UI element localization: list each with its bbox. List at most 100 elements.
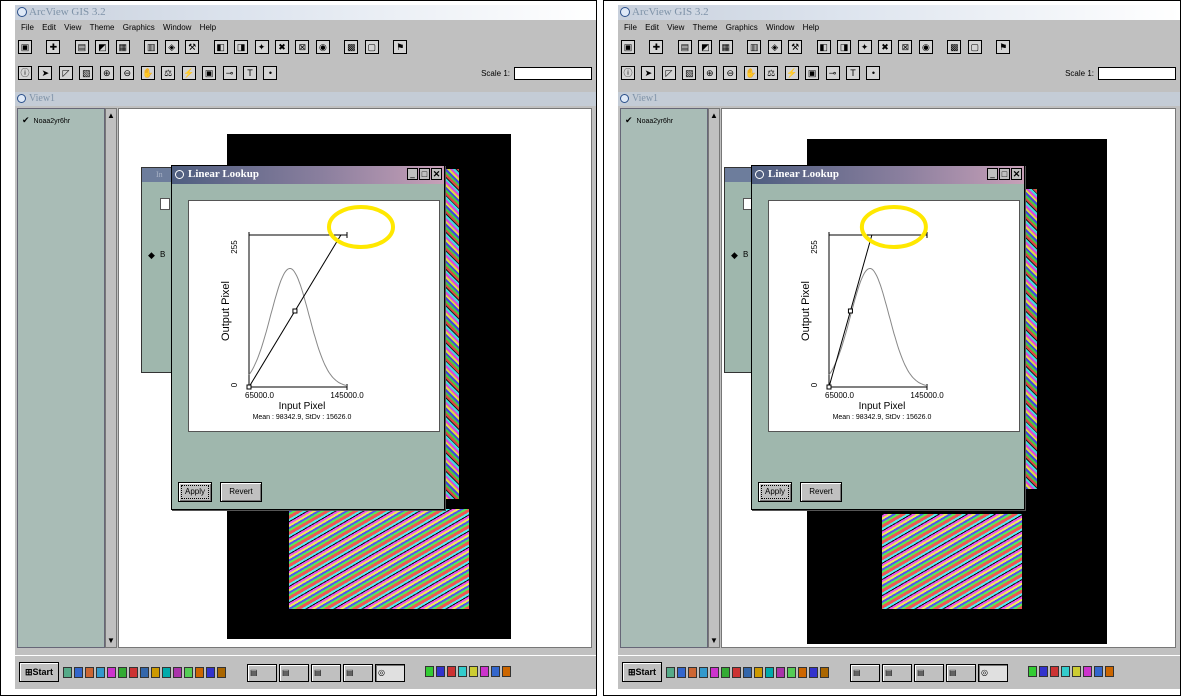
app-icon[interactable]	[699, 667, 708, 678]
tray-icon[interactable]	[1072, 666, 1081, 677]
open-table-icon[interactable]: ▦	[116, 40, 130, 54]
vertex-edit-icon[interactable]: ◸	[662, 66, 676, 80]
menu-edit[interactable]: Edit	[42, 23, 56, 32]
menu-graphics[interactable]: Graphics	[726, 23, 758, 32]
text-tool-icon[interactable]: T	[846, 66, 860, 80]
dialog-title-bar[interactable]: Linear Lookup _ □ ✕	[172, 166, 444, 184]
app-icon[interactable]	[721, 667, 730, 678]
draw-point-icon[interactable]: •	[263, 66, 277, 80]
maximize-icon[interactable]: □	[419, 168, 430, 180]
app-icon[interactable]	[206, 667, 215, 678]
taskbar-task[interactable]: ▤	[850, 664, 880, 682]
app-icon[interactable]	[63, 667, 72, 678]
edit-legend-icon[interactable]: ◩	[95, 40, 109, 54]
tray-icon[interactable]	[502, 666, 511, 677]
area-of-interest-icon[interactable]: ▣	[202, 66, 216, 80]
query-icon[interactable]: ⚒	[185, 40, 199, 54]
pan-icon[interactable]: ✋	[744, 66, 758, 80]
theme-properties-icon[interactable]: ▤	[75, 40, 89, 54]
zoom-in-fixed-icon[interactable]: ✖	[878, 40, 892, 54]
view-title-bar[interactable]: View1	[618, 92, 1180, 106]
clear-selection-icon[interactable]: ▢	[968, 40, 982, 54]
app-icon[interactable]	[798, 667, 807, 678]
draw-point-icon[interactable]: •	[866, 66, 880, 80]
zoom-previous-icon[interactable]: ◉	[919, 40, 933, 54]
tray-icon[interactable]	[469, 666, 478, 677]
app-title-bar[interactable]: ArcView GIS 3.2	[618, 5, 1180, 20]
select-features-icon[interactable]: ▩	[947, 40, 961, 54]
menu-theme[interactable]: Theme	[90, 23, 115, 32]
taskbar-task[interactable]: ▤	[882, 664, 912, 682]
app-icon[interactable]	[666, 667, 675, 678]
menu-theme[interactable]: Theme	[693, 23, 718, 32]
menu-window[interactable]: Window	[766, 23, 794, 32]
taskbar-task[interactable]: ▤	[247, 664, 277, 682]
close-icon[interactable]: ✕	[431, 168, 442, 180]
taskbar-task[interactable]: ▤	[311, 664, 341, 682]
tray-icon[interactable]	[1039, 666, 1048, 677]
taskbar-task[interactable]: ▤	[946, 664, 976, 682]
menu-file[interactable]: File	[21, 23, 34, 32]
edit-legend-icon[interactable]: ◩	[698, 40, 712, 54]
start-button[interactable]: ⊞Start	[19, 662, 59, 682]
tray-icon[interactable]	[1061, 666, 1070, 677]
open-table-icon[interactable]: ▦	[719, 40, 733, 54]
tray-icon[interactable]	[480, 666, 489, 677]
taskbar-task-active[interactable]: ◎	[375, 664, 405, 682]
find-icon[interactable]: ▥	[747, 40, 761, 54]
text-tool-icon[interactable]: T	[243, 66, 257, 80]
pointer-icon[interactable]: ➤	[641, 66, 655, 80]
menu-help[interactable]: Help	[803, 23, 819, 32]
app-icon[interactable]	[743, 667, 752, 678]
clear-selection-icon[interactable]: ▢	[365, 40, 379, 54]
pan-icon[interactable]: ✋	[141, 66, 155, 80]
close-icon[interactable]: ✕	[1011, 168, 1022, 180]
label-icon[interactable]: ⊸	[223, 66, 237, 80]
app-icon[interactable]	[776, 667, 785, 678]
app-icon[interactable]	[140, 667, 149, 678]
revert-button[interactable]: Revert	[800, 482, 842, 502]
app-icon[interactable]	[820, 667, 829, 678]
identify-icon[interactable]: ⓘ	[621, 66, 635, 80]
zoom-out-icon[interactable]: ⊖	[723, 66, 737, 80]
app-icon[interactable]	[688, 667, 697, 678]
start-button[interactable]: ⊞Start	[622, 662, 662, 682]
help-icon[interactable]: ⚑	[996, 40, 1010, 54]
app-icon[interactable]	[96, 667, 105, 678]
taskbar-task[interactable]: ▤	[914, 664, 944, 682]
zoom-selected-icon[interactable]: ✦	[858, 40, 872, 54]
menu-graphics[interactable]: Graphics	[123, 23, 155, 32]
locate-icon[interactable]: ◈	[165, 40, 179, 54]
checkmark-icon[interactable]: ✔	[22, 115, 30, 125]
area-of-interest-icon[interactable]: ▣	[805, 66, 819, 80]
tray-icon[interactable]	[436, 666, 445, 677]
menu-edit[interactable]: Edit	[645, 23, 659, 32]
find-icon[interactable]: ▥	[144, 40, 158, 54]
app-icon[interactable]	[754, 667, 763, 678]
tray-icon[interactable]	[1094, 666, 1103, 677]
add-theme-icon[interactable]: ✚	[46, 40, 60, 54]
lookup-plot[interactable]: 255 0 Output Pixel 65000.0 145000.0 Input Pix…	[188, 200, 440, 432]
query-icon[interactable]: ⚒	[788, 40, 802, 54]
select-feature-icon[interactable]: ▧	[682, 66, 696, 80]
select-feature-icon[interactable]: ▧	[79, 66, 93, 80]
dialog-title-bar[interactable]: Linear Lookup _ □ ✕	[752, 166, 1024, 184]
lookup-plot[interactable]: 255 0 Output Pixel 65000.0 145000.0 Input Pix…	[768, 200, 1020, 432]
tray-icon[interactable]	[491, 666, 500, 677]
maximize-icon[interactable]: □	[999, 168, 1010, 180]
label-icon[interactable]: ⊸	[826, 66, 840, 80]
vertex-edit-icon[interactable]: ◸	[59, 66, 73, 80]
theme-entry[interactable]: ✔ Noaa2yr6hr	[22, 115, 70, 126]
tray-icon[interactable]	[458, 666, 467, 677]
app-icon[interactable]	[787, 667, 796, 678]
minimize-icon[interactable]: _	[407, 168, 418, 180]
app-icon[interactable]	[118, 667, 127, 678]
app-icon[interactable]	[710, 667, 719, 678]
zoom-in-fixed-icon[interactable]: ✖	[275, 40, 289, 54]
scroll-up-icon[interactable]: ▲	[710, 111, 718, 120]
hotlink-icon[interactable]: ⚡	[182, 66, 196, 80]
app-icon[interactable]	[173, 667, 182, 678]
taskbar-task[interactable]: ▤	[279, 664, 309, 682]
radio-selected-icon[interactable]: ◆	[731, 250, 738, 261]
scroll-down-icon[interactable]: ▼	[107, 636, 115, 645]
